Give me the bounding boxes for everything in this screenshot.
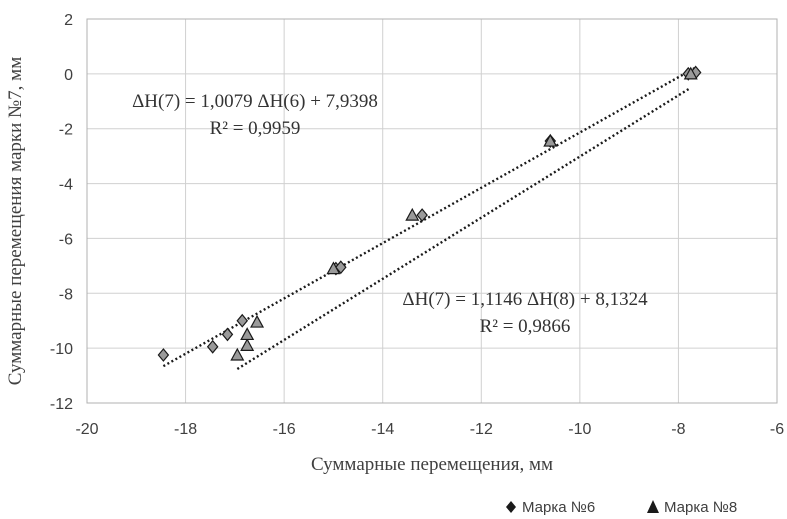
legend-item2-label: Марка №8: [664, 499, 737, 516]
point-marka6: [335, 260, 347, 275]
trendlines: [162, 66, 697, 371]
trendline-equation-2-r2: R² = 0,9866: [480, 316, 571, 337]
point-marka6: [416, 208, 428, 223]
y-tick-label: -2: [59, 122, 73, 139]
legend: Марка №6 Марка №8: [506, 499, 737, 516]
x-axis-ticks: -20 -18 -16 -14 -12 -10 -8 -6: [75, 421, 784, 438]
x-tick-label: -20: [75, 421, 98, 438]
point-marka8: [405, 207, 420, 221]
point-marka6: [206, 339, 219, 354]
trendline-equation-2-formula: ΔH(7) = 1,1146 ΔH(8) + 8,1324: [402, 289, 648, 310]
y-tick-label: 0: [64, 67, 73, 84]
trendline-equation-2: ΔH(7) = 1,1146 ΔH(8) + 8,1324 R² = 0,986…: [402, 289, 648, 337]
grid-lines: [86, 18, 778, 404]
trendline-1: [162, 66, 697, 368]
point-marka8: [230, 347, 245, 361]
point-marka8: [250, 314, 265, 328]
y-tick-label: -12: [50, 396, 73, 413]
x-tick-label: -6: [770, 421, 784, 438]
trendline-equation-1-formula: ΔH(7) = 1,0079 ΔH(6) + 7,9398: [132, 91, 378, 112]
point-marka6: [221, 327, 234, 342]
trendline-2: [236, 86, 692, 371]
legend-diamond-icon: [506, 501, 516, 513]
x-tick-label: -10: [568, 421, 591, 438]
trendline-equation-1-r2: R² = 0,9959: [210, 118, 301, 139]
y-tick-label: 2: [64, 12, 73, 29]
x-tick-label: -14: [371, 421, 394, 438]
point-marka6: [157, 348, 170, 362]
x-tick-label: -18: [174, 421, 197, 438]
x-tick-label: -12: [470, 421, 493, 438]
point-marka8: [683, 66, 698, 80]
legend-triangle-icon: [647, 500, 659, 513]
x-axis-title: Суммарные перемещения, мм: [311, 454, 553, 475]
point-marka8: [240, 338, 255, 351]
data-points: [157, 65, 702, 362]
trendline-equation-1: ΔH(7) = 1,0079 ΔH(6) + 7,9398 R² = 0,995…: [132, 91, 378, 139]
y-tick-label: -8: [59, 286, 73, 303]
y-axis-ticks: 2 0 -2 -4 -6 -8 -10 -12: [50, 12, 73, 413]
y-axis-title: Суммарные перемещения марки №​7, мм: [5, 57, 26, 385]
point-marka6: [236, 313, 249, 328]
x-tick-label: -8: [671, 421, 685, 438]
point-marka8: [543, 133, 558, 147]
y-tick-label: -4: [59, 177, 73, 194]
legend-item1-label: Марка №6: [522, 499, 595, 516]
x-tick-label: -16: [273, 421, 296, 438]
y-tick-label: -6: [59, 231, 73, 248]
y-tick-label: -10: [50, 341, 73, 358]
point-marka8: [326, 261, 341, 275]
plot-area: [86, 18, 778, 404]
point-marka8: [240, 327, 255, 341]
